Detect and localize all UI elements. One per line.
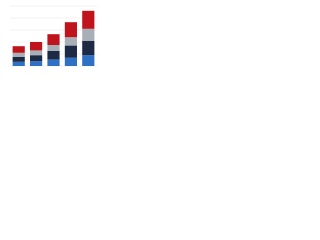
bar-segment <box>47 51 60 60</box>
bar-segment <box>30 55 43 62</box>
bar-segment <box>47 45 60 51</box>
bar-segment <box>47 59 60 66</box>
bar-segment <box>30 50 43 56</box>
bar-segment <box>82 55 95 66</box>
bar-segment <box>82 10 95 29</box>
bar-segment <box>64 45 77 58</box>
bar-segment <box>30 61 43 66</box>
bar-segment <box>12 46 25 53</box>
bar-segment <box>82 40 95 56</box>
bar-segment <box>82 28 95 41</box>
bar-segment <box>12 57 25 62</box>
bar-segment <box>47 34 60 45</box>
bar-segment <box>64 57 77 66</box>
bar-segment <box>30 42 43 51</box>
bar-segment <box>64 37 77 46</box>
bar-segment <box>64 22 77 38</box>
bar-segment <box>12 52 25 57</box>
bar-segment <box>12 61 25 66</box>
chart <box>10 5 97 67</box>
